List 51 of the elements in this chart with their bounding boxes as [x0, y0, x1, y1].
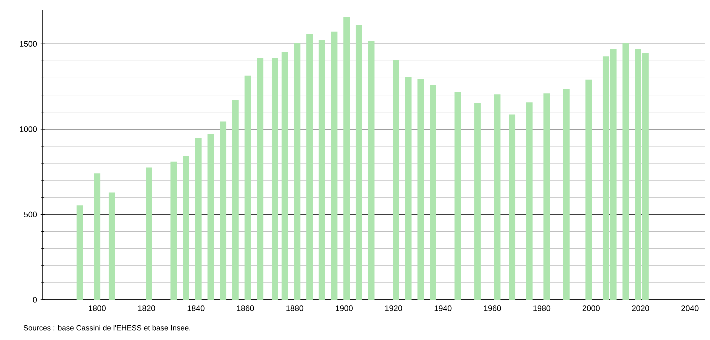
x-tick-label: 2040 — [682, 306, 699, 312]
bar — [474, 103, 481, 300]
x-tick-label: 1800 — [89, 306, 106, 312]
x-tick-label: 1840 — [188, 306, 205, 312]
x-tick-label: 1820 — [138, 306, 156, 312]
bar — [232, 100, 239, 300]
bar — [430, 85, 436, 300]
bar — [418, 79, 424, 300]
x-tick-label: 2000 — [582, 306, 600, 312]
bar — [208, 134, 214, 300]
bar — [368, 41, 375, 300]
y-tick-label: 0 — [33, 297, 38, 303]
y-tick-label: 1000 — [20, 126, 38, 132]
bar — [331, 32, 338, 300]
bar — [183, 156, 190, 300]
bar — [393, 60, 400, 300]
x-tick-label: 1880 — [286, 306, 304, 312]
bar — [170, 162, 178, 300]
y-tick-label: 1500 — [20, 41, 38, 47]
bar — [544, 94, 550, 300]
x-tick-label: 1860 — [237, 306, 254, 312]
bar — [454, 92, 462, 300]
y-tick-label: 500 — [24, 212, 38, 218]
bar — [220, 122, 227, 300]
x-tick-label: 1900 — [336, 306, 353, 312]
x-tick-label: 1940 — [434, 306, 452, 312]
bar — [356, 25, 362, 300]
bar — [282, 52, 288, 300]
bar — [306, 34, 313, 300]
bar — [318, 40, 326, 300]
bar — [344, 17, 350, 300]
bar — [586, 80, 592, 300]
bar — [195, 138, 202, 300]
bar — [526, 102, 533, 300]
bar — [563, 89, 570, 300]
bar — [272, 58, 278, 300]
x-tick-label: 1960 — [484, 306, 502, 312]
bar — [294, 43, 301, 300]
bar — [244, 76, 252, 300]
bar — [76, 206, 84, 300]
bar — [405, 78, 412, 300]
bar — [146, 168, 152, 300]
bar — [509, 114, 516, 300]
bar — [257, 58, 264, 300]
bar — [108, 192, 116, 300]
bar — [494, 94, 501, 300]
x-tick-label: 1980 — [534, 306, 551, 312]
bar — [94, 174, 101, 300]
x-tick-label: 2020 — [632, 306, 650, 312]
x-tick-label: 1920 — [385, 306, 402, 312]
bar — [622, 43, 630, 300]
